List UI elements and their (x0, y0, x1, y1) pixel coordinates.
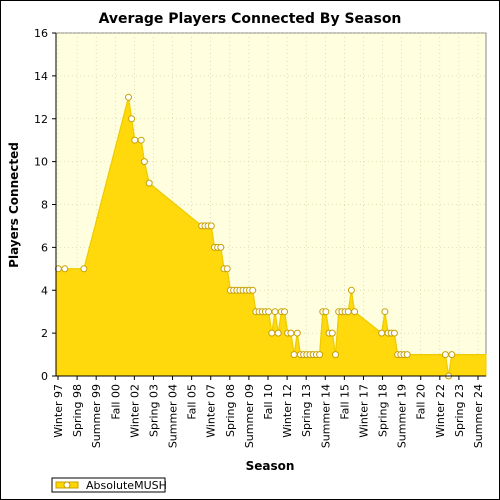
y-tick-label: 12 (34, 113, 48, 126)
series-markers (54, 93, 456, 380)
data-point (223, 265, 231, 273)
y-tick-label: 10 (34, 156, 48, 169)
data-point (390, 329, 398, 337)
x-tick-label: Winter 17 (357, 384, 370, 438)
x-tick-label: Winter 22 (434, 384, 447, 438)
x-tick-label: Fall 15 (338, 384, 351, 420)
legend-marker (63, 481, 71, 489)
data-point (328, 329, 336, 337)
y-tick-label: 16 (34, 27, 48, 40)
data-point (293, 329, 301, 337)
x-tick-label: Spring 23 (453, 384, 466, 437)
x-axis-ticks: Winter 97 Spring 98 Summer 99 Fall 00 Winter… (52, 376, 485, 448)
y-tick-label: 2 (41, 327, 48, 340)
data-point (448, 351, 456, 359)
data-point (249, 286, 257, 294)
data-point (344, 308, 352, 316)
x-tick-label: Fall 05 (186, 384, 199, 420)
data-point (378, 329, 386, 337)
data-point (271, 308, 279, 316)
chart-title: Average Players Connected By Season (99, 11, 402, 27)
x-tick-label: Summer 99 (90, 384, 103, 448)
x-tick-label: Winter 07 (205, 384, 218, 438)
y-axis-label: Players Connected (7, 142, 21, 268)
data-point (125, 93, 132, 101)
y-tick-label: 8 (41, 199, 48, 212)
data-point (128, 115, 136, 123)
x-tick-label: Winter 02 (128, 384, 141, 438)
data-point (403, 351, 411, 359)
data-point (281, 308, 288, 316)
x-tick-label: Summer 09 (243, 384, 256, 448)
data-point (274, 329, 282, 337)
y-tick-label: 4 (41, 284, 48, 297)
y-tick-label: 0 (41, 370, 48, 383)
data-point (80, 265, 88, 273)
legend: AbsoluteMUSH (51, 477, 167, 493)
data-point (322, 308, 330, 316)
x-axis-label: Season (246, 459, 295, 473)
y-tick-label: 14 (34, 70, 48, 83)
data-point (265, 308, 273, 316)
x-tick-label: Summer 19 (396, 384, 409, 448)
data-point (61, 265, 69, 273)
x-tick-label: Summer 14 (319, 384, 332, 448)
x-tick-label: Summer 04 (167, 384, 180, 448)
data-point (137, 136, 145, 144)
x-tick-label: Spring 13 (300, 384, 313, 437)
data-point (347, 286, 355, 294)
x-tick-label: Winter 97 (52, 384, 65, 438)
data-point (441, 351, 449, 359)
data-point (290, 351, 298, 359)
data-point (287, 329, 295, 337)
y-axis-ticks: 0 2 4 6 8 10 12 14 16 (34, 27, 56, 383)
data-point (268, 329, 276, 337)
data-point (140, 158, 148, 166)
legend-box (51, 477, 166, 493)
x-tick-label: Spring 98 (71, 384, 84, 437)
x-tick-label: Fall 20 (415, 384, 428, 420)
x-tick-label: Spring 08 (224, 384, 237, 437)
x-tick-label: Winter 12 (281, 384, 294, 438)
x-tick-label: Spring 03 (147, 384, 160, 437)
data-point (381, 308, 389, 316)
data-point (131, 136, 139, 144)
data-point (316, 351, 324, 359)
legend-label: AbsoluteMUSH (86, 479, 167, 492)
data-point (207, 222, 215, 230)
data-point (145, 179, 153, 187)
data-point (351, 308, 359, 316)
x-tick-label: Summer 24 (472, 384, 485, 448)
x-tick-label: Fall 10 (262, 384, 275, 420)
y-tick-label: 6 (41, 241, 48, 254)
x-tick-label: Fall 00 (109, 384, 122, 420)
data-point (217, 243, 225, 251)
x-tick-label: Spring 18 (377, 384, 390, 437)
data-point (332, 351, 339, 359)
